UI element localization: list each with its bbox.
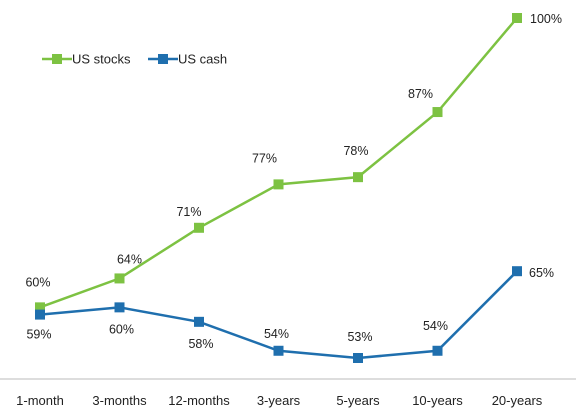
data-label: 60% [109,322,134,336]
legend-item: US stocks [42,52,131,67]
x-tick-label: 20-years [492,393,543,408]
legend-item: US cash [148,52,227,67]
data-label: 54% [423,319,448,333]
data-point [432,107,443,118]
data-label: 54% [264,327,289,341]
data-point [35,309,45,320]
legend-swatch-marker [158,54,168,64]
data-labels: 60% 64% 71% 77% 78% 87% 100% 59% 60% 58% 54% 53% 54%… [25,12,562,351]
x-tick-label: 3-years [257,393,301,408]
data-point [512,13,522,23]
data-label: 58% [188,337,213,351]
data-label: 87% [408,87,433,101]
data-point [512,266,522,277]
series-points [35,13,522,363]
x-tick-label: 10-years [412,393,463,408]
data-label: 77% [252,151,277,165]
data-point [194,316,204,327]
x-tick-label: 1-month [16,393,64,408]
data-point [353,172,363,183]
data-point [35,302,45,313]
data-point [273,179,284,190]
x-tick-label: 3-months [92,393,147,408]
legend-label: US stocks [72,52,131,67]
x-axis-ticks: 1-month 3-months 12-months 3-years 5-years 10… [16,393,543,408]
legend-label: US cash [178,52,227,67]
x-tick-label: 12-months [168,393,230,408]
legend-swatch-marker [52,54,62,64]
data-label: 100% [530,12,562,26]
data-label: 65% [529,266,554,280]
data-label: 53% [347,330,372,344]
data-point [353,353,363,363]
x-tick-label: 5-years [336,393,380,408]
series-line-us-cash [39,270,518,360]
data-label: 60% [25,275,50,289]
data-point [432,345,443,356]
data-label: 59% [26,328,51,342]
data-point [194,222,204,233]
legend: US stocks US cash [42,52,227,67]
data-point [273,345,284,356]
data-label: 64% [117,252,142,266]
data-point [114,273,125,284]
data-point [114,302,125,313]
data-label: 71% [176,205,201,219]
data-label: 78% [343,144,368,158]
